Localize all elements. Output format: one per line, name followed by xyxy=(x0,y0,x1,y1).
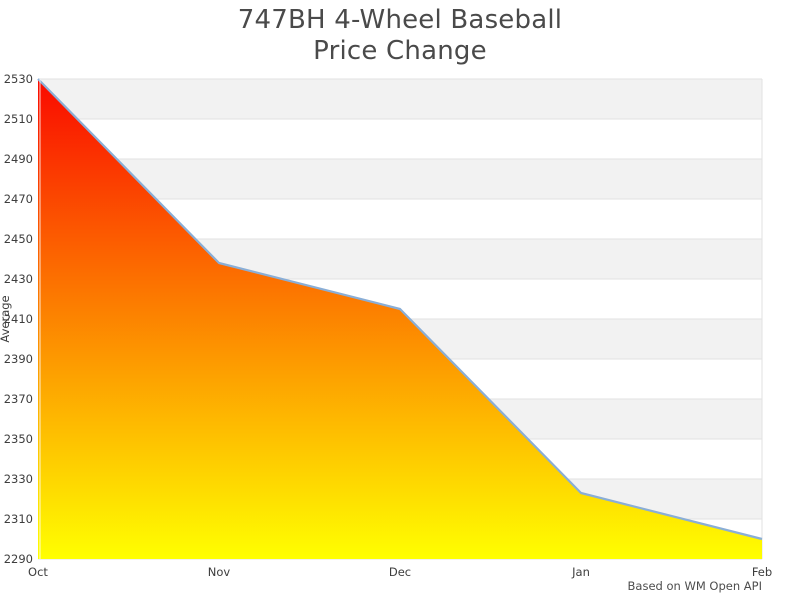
chart-title: 747BH 4-Wheel Baseball Price Change xyxy=(0,5,800,67)
x-tick-label: Oct xyxy=(28,565,48,579)
y-tick-label: 2530 xyxy=(4,72,33,86)
y-axis-title: Average xyxy=(0,295,12,342)
x-tick-label: Nov xyxy=(208,565,231,579)
price-line xyxy=(37,78,763,541)
plot-band xyxy=(38,79,762,119)
data-source-note: Based on WM Open API xyxy=(627,579,762,593)
y-tick-label: 2290 xyxy=(4,552,33,566)
area-fill xyxy=(38,79,762,559)
y-tick-label: 2450 xyxy=(4,232,33,246)
y-tick-label: 2330 xyxy=(4,472,33,486)
plot-band xyxy=(38,159,762,199)
y-tick-label: 2410 xyxy=(4,312,33,326)
y-tick-label: 2470 xyxy=(4,192,33,206)
plot-band xyxy=(38,119,762,159)
x-tick-label: Dec xyxy=(389,565,411,579)
y-tick-label: 2510 xyxy=(4,112,33,126)
y-tick-label: 2370 xyxy=(4,392,33,406)
x-tick-label: Jan xyxy=(571,565,590,579)
x-tick-label: Feb xyxy=(752,565,772,579)
y-tick-label: 2490 xyxy=(4,152,33,166)
chart-title-line1: 747BH 4-Wheel Baseball xyxy=(237,5,563,35)
y-tick-label: 2430 xyxy=(4,272,33,286)
y-tick-label: 2390 xyxy=(4,352,33,366)
y-tick-label: 2310 xyxy=(4,512,33,526)
y-tick-label: 2350 xyxy=(4,432,33,446)
chart-title-line2: Price Change xyxy=(313,36,487,66)
